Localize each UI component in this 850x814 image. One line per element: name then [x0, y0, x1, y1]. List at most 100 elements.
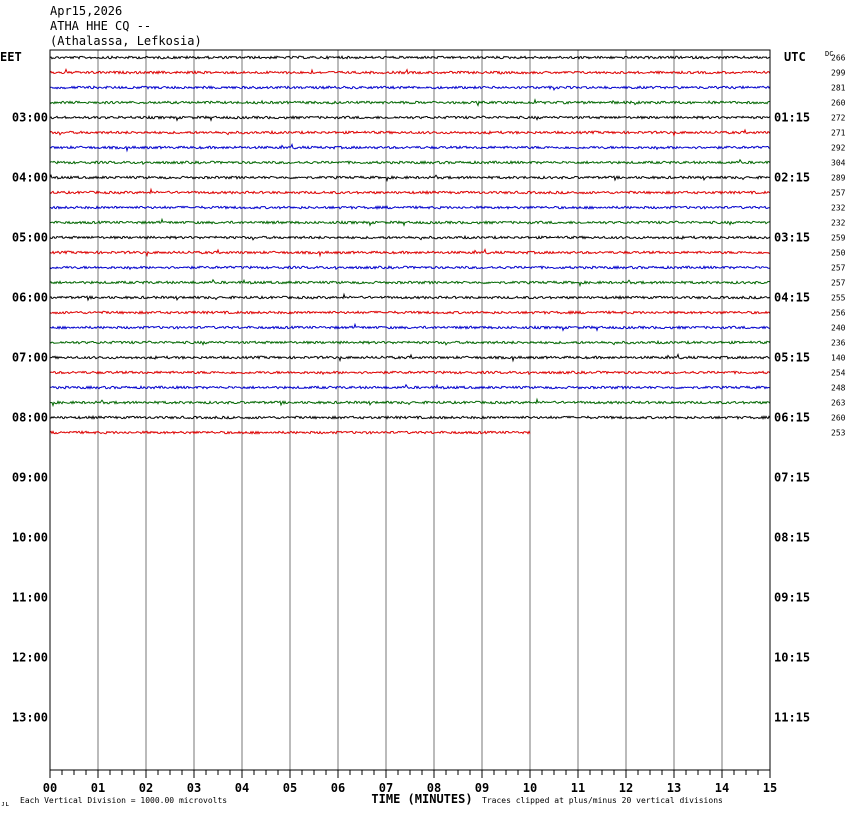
- trace-row-10: [49, 187, 771, 195]
- left-hour-label: 08:00: [12, 411, 48, 425]
- dc-value-22: 254: [831, 369, 846, 378]
- x-tick-label-01: 01: [91, 781, 105, 795]
- x-tick-label-04: 04: [235, 781, 249, 795]
- location-label: (Athalassa, Lefkosia): [50, 34, 202, 48]
- scale-note: Each Vertical Division = 1000.00 microvo…: [20, 796, 227, 805]
- trace-row-6: [49, 128, 771, 138]
- dc-value-8: 304: [831, 159, 846, 168]
- dc-value-7: 292: [831, 144, 846, 153]
- x-tick-label-11: 11: [571, 781, 585, 795]
- dc-value-23: 248: [831, 384, 846, 393]
- trace-row-18: [49, 310, 771, 315]
- dc-value-10: 257: [831, 189, 846, 198]
- dc-value-11: 232: [831, 204, 846, 213]
- trace-row-12: [49, 217, 771, 227]
- x-tick-label-07: 07: [379, 781, 393, 795]
- x-tick-label-00: 00: [43, 781, 57, 795]
- dc-value-13: 259: [831, 234, 846, 243]
- trace-row-19: [49, 322, 770, 332]
- dc-value-1: 266: [831, 54, 846, 63]
- trace-row-1: [49, 55, 771, 60]
- dc-value-14: 250: [831, 249, 846, 258]
- date-label: Apr15,2026: [50, 4, 123, 18]
- trace-row-11: [49, 205, 770, 210]
- right-hour-label: 08:15: [774, 531, 810, 545]
- dc-header: DC: [825, 50, 833, 58]
- trace-row-7: [49, 143, 771, 153]
- left-hour-label: 05:00: [12, 231, 48, 245]
- dc-value-24: 263: [831, 399, 846, 408]
- trace-row-4: [49, 98, 770, 107]
- trace-row-8: [49, 158, 771, 166]
- left-hour-label: 03:00: [12, 111, 48, 125]
- trace-row-23: [49, 383, 771, 390]
- corner-mark: ᴊʟ: [1, 800, 9, 808]
- dc-value-4: 260: [831, 99, 846, 108]
- axis-labels: 00 01 02 03 04 05 06 07 08 09 10 11 12 13 14 15 266 299 28…: [0, 50, 846, 808]
- clip-note: Traces clipped at plus/minus 20 vertical…: [482, 796, 723, 805]
- dc-value-16: 257: [831, 279, 846, 288]
- x-tick-label-05: 05: [283, 781, 297, 795]
- x-tick-label-13: 13: [667, 781, 681, 795]
- trace-row-21: [49, 353, 771, 363]
- right-hour-label: 06:15: [774, 411, 810, 425]
- right-hour-label: 04:15: [774, 291, 810, 305]
- dc-value-9: 289: [831, 174, 846, 183]
- dc-value-12: 232: [831, 219, 846, 228]
- left-hour-label: 13:00: [12, 711, 48, 725]
- trace-row-3: [49, 85, 771, 92]
- dc-value-15: 257: [831, 264, 846, 273]
- right-hour-label: 10:15: [774, 651, 810, 665]
- right-zone-label: UTC: [784, 50, 806, 64]
- left-hour-label: 06:00: [12, 291, 48, 305]
- right-hour-label: 02:15: [774, 171, 810, 185]
- left-hour-label: 11:00: [12, 591, 48, 605]
- dc-value-6: 271: [831, 129, 846, 138]
- right-hour-label: 11:15: [774, 711, 810, 725]
- station-label: ATHA HHE CQ --: [50, 19, 152, 33]
- dc-value-17: 255: [831, 294, 846, 303]
- right-hour-label: 01:15: [774, 111, 810, 125]
- dc-value-21: 140: [831, 354, 846, 363]
- dc-value-25: 260: [831, 414, 846, 423]
- trace-row-15: [49, 265, 771, 271]
- left-hour-label: 07:00: [12, 351, 48, 365]
- trace-row-24: [49, 397, 771, 408]
- dc-value-20: 236: [831, 339, 846, 348]
- dc-value-5: 272: [831, 114, 846, 123]
- x-tick-label-03: 03: [187, 781, 201, 795]
- trace-row-14: [49, 248, 771, 258]
- x-tick-label-06: 06: [331, 781, 345, 795]
- plot-frame: [49, 49, 771, 771]
- trace-row-17: [49, 292, 771, 302]
- trace-row-5: [49, 115, 771, 122]
- dc-value-3: 281: [831, 84, 846, 93]
- right-hour-label: 09:15: [774, 591, 810, 605]
- right-hour-label: 03:15: [774, 231, 810, 245]
- x-tick-label-15: 15: [763, 781, 777, 795]
- trace-row-13: [49, 234, 771, 241]
- trace-row-16: [49, 278, 770, 288]
- trace-row-20: [49, 339, 771, 346]
- x-tick-label-09: 09: [475, 781, 489, 795]
- left-hour-label: 12:00: [12, 651, 48, 665]
- trace-row-22: [49, 370, 771, 376]
- grid-lines: [97, 50, 723, 770]
- trace-row-2: [49, 67, 771, 75]
- seismic-traces: [49, 55, 771, 435]
- dc-value-19: 240: [831, 324, 846, 333]
- x-tick-label-14: 14: [715, 781, 729, 795]
- x-tick-label-02: 02: [139, 781, 153, 795]
- dc-value-26: 253: [831, 429, 846, 438]
- dc-value-18: 256: [831, 309, 846, 318]
- right-hour-label: 07:15: [774, 471, 810, 485]
- x-tick-label-10: 10: [523, 781, 537, 795]
- x-tick-label-08: 08: [427, 781, 441, 795]
- trace-row-25: [49, 415, 771, 420]
- left-hour-label: 04:00: [12, 171, 48, 185]
- right-hour-label: 05:15: [774, 351, 810, 365]
- x-tick-label-12: 12: [619, 781, 633, 795]
- x-axis-title: TIME (MINUTES): [371, 792, 472, 806]
- left-hour-label: 10:00: [12, 531, 48, 545]
